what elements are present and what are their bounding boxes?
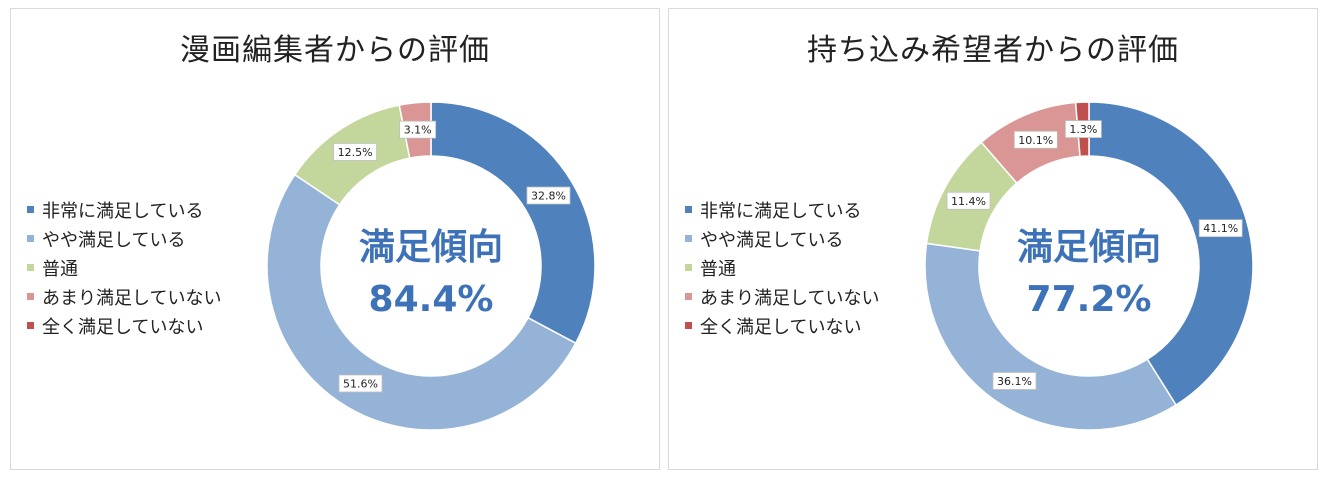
legend: 非常に満足している やや満足している 普通 あまり満足していない 全く満足してい… [685, 195, 879, 340]
legend-item: あまり満足していない [27, 282, 221, 311]
data-label: 11.4% [951, 195, 986, 208]
data-labels: 41.1% 36.1% 11.4% 10.1% 1.3% [946, 120, 1243, 390]
legend-swatch [685, 322, 692, 329]
data-label-bg [526, 186, 571, 205]
donut-slice [1088, 101, 1254, 407]
data-labels: 32.8% 51.6% 12.5% 3.1% [333, 120, 571, 393]
legend-item: 普通 [27, 253, 221, 282]
data-label-bg [399, 120, 437, 139]
chart-title: 漫画編集者からの評価 [180, 33, 490, 68]
data-label-bg [333, 143, 377, 161]
chart-panel-editors: 漫画編集者からの評価 非常に満足している やや満足している 普通 あまり満足して… [10, 8, 660, 470]
data-label-bg [946, 191, 991, 210]
data-label-bg [1198, 219, 1243, 238]
legend-label: あまり満足していない [42, 287, 222, 309]
legend-label: 非常に満足している [700, 200, 862, 222]
legend-item: 全く満足していない [685, 311, 879, 340]
donut-slice [924, 242, 1178, 431]
legend-swatch [27, 293, 34, 300]
legend-item: やや満足している [27, 224, 221, 253]
data-label-bg [338, 374, 383, 393]
donut-chart: 満足傾向 77.2% 41.1% 36.1% 11.4% 10.1% 1.3% [924, 101, 1254, 431]
data-label-box: 1.3% [1065, 120, 1102, 139]
data-label: 41.1% [1203, 222, 1238, 235]
legend-swatch [27, 264, 34, 271]
chart-panel-applicants: 持ち込み希望者からの評価 非常に満足している やや満足している 普通 あまり満足… [668, 8, 1318, 470]
data-label: 32.8% [531, 190, 566, 203]
legend-swatch [685, 235, 692, 242]
data-label-box: 32.8% [526, 186, 571, 205]
data-label-box: 10.1% [1013, 130, 1058, 149]
legend-label: 普通 [700, 258, 736, 280]
legend-item: 非常に満足している [685, 195, 879, 224]
chart-title: 持ち込み希望者からの評価 [807, 33, 1179, 68]
donut-slice [430, 101, 596, 345]
legend-item: 普通 [685, 253, 879, 282]
data-label: 12.5% [338, 146, 373, 159]
data-label-bg [992, 372, 1037, 390]
legend-swatch [27, 322, 34, 329]
legend-label: あまり満足していない [700, 287, 880, 309]
legend-label: やや満足している [700, 229, 844, 251]
center-label: 満足傾向 [359, 227, 503, 268]
legend-swatch [685, 206, 692, 213]
legend-swatch [685, 264, 692, 271]
data-label-bg [1065, 120, 1102, 139]
data-label-box: 12.5% [333, 143, 377, 161]
donut-chart: 満足傾向 84.4% 32.8% 51.6% 12.5% 3.1% [266, 101, 596, 431]
legend-label: 非常に満足している [42, 200, 204, 222]
data-label-box: 3.1% [399, 120, 437, 139]
donut-slice [266, 173, 577, 431]
legend-swatch [27, 235, 34, 242]
data-label: 1.3% [1069, 123, 1097, 136]
center-value: 77.2% [1027, 279, 1152, 320]
legend-item: やや満足している [685, 224, 879, 253]
data-label: 10.1% [1018, 134, 1053, 147]
data-label-box: 41.1% [1198, 219, 1243, 238]
center-value: 84.4% [369, 279, 494, 320]
legend-label: 普通 [42, 258, 78, 280]
center-label: 満足傾向 [1017, 227, 1161, 268]
legend-swatch [27, 206, 34, 213]
data-label: 36.1% [997, 375, 1032, 388]
data-label-box: 11.4% [946, 191, 991, 210]
data-label-bg [1013, 130, 1058, 149]
legend-item: 非常に満足している [27, 195, 221, 224]
legend-item: 全く満足していない [27, 311, 221, 340]
legend-item: あまり満足していない [685, 282, 879, 311]
legend: 非常に満足している やや満足している 普通 あまり満足していない 全く満足してい… [27, 195, 221, 340]
legend-label: 全く満足していない [700, 316, 862, 338]
legend-label: 全く満足していない [42, 316, 204, 338]
data-label: 3.1% [404, 124, 432, 137]
legend-swatch [685, 293, 692, 300]
data-label-box: 36.1% [992, 372, 1037, 390]
data-label: 51.6% [343, 377, 378, 390]
legend-label: やや満足している [42, 229, 186, 251]
data-label-box: 51.6% [338, 374, 383, 393]
